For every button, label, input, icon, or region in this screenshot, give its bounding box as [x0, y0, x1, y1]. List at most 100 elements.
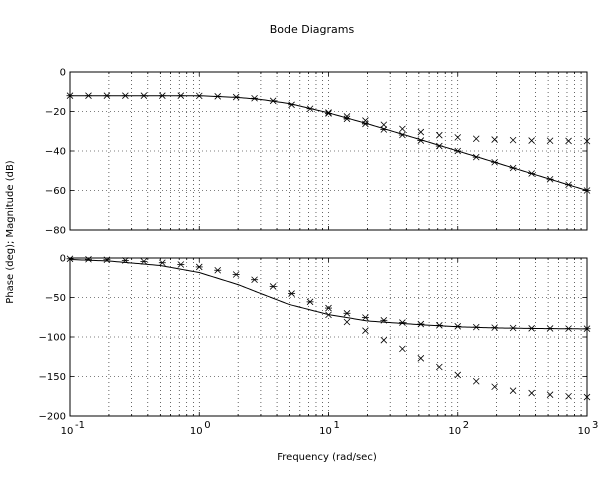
- phase-star-marker: [546, 325, 554, 332]
- magnitude-star-marker: [491, 158, 499, 166]
- phase-ytick-label: −100: [39, 333, 66, 344]
- magnitude-x-marker: [343, 113, 351, 120]
- phase-star-marker: [343, 310, 351, 317]
- magnitude-star-marker: [288, 101, 296, 109]
- magnitude-x-marker: [454, 134, 462, 141]
- magnitude-x-marker: [399, 125, 406, 133]
- x-tick-exponent: 0: [204, 420, 210, 431]
- x-tick-label: 10: [448, 426, 461, 437]
- phase-star-marker: [214, 266, 222, 274]
- magnitude-star-marker: [546, 175, 554, 183]
- phase-star-marker: [325, 304, 332, 312]
- phase-star-marker: [288, 290, 296, 297]
- phase-star-marker: [509, 324, 517, 332]
- magnitude-star-marker: [214, 93, 222, 100]
- magnitude-star-marker: [195, 92, 203, 100]
- magnitude-x-marker: [509, 136, 517, 144]
- magnitude-ytick-label: −20: [45, 107, 66, 118]
- phase-x-marker: [472, 377, 480, 385]
- phase-x-marker: [528, 389, 535, 397]
- phase-ytick-label: −200: [39, 412, 66, 423]
- phase-star-marker: [251, 276, 259, 284]
- magnitude-ytick-label: −40: [45, 147, 66, 158]
- magnitude-star-marker: [583, 187, 591, 194]
- magnitude-x-marker: [436, 131, 443, 139]
- phase-star-marker: [232, 271, 240, 278]
- phase-star-marker: [454, 323, 462, 330]
- magnitude-star-marker: [121, 92, 129, 99]
- x-tick-exponent: 3: [592, 420, 598, 431]
- magnitude-star-marker: [177, 92, 185, 99]
- phase-x-marker: [362, 327, 369, 334]
- magnitude-x-marker: [325, 109, 332, 116]
- magnitude-subplot: 0 −20 −40 −60 −80: [45, 68, 591, 237]
- magnitude-star-marker: [361, 120, 369, 128]
- magnitude-star-marker: [472, 153, 480, 161]
- phase-star-marker: [472, 323, 480, 331]
- phase-star-marker: [528, 325, 536, 332]
- chart-title: Bode Diagrams: [270, 23, 355, 36]
- phase-star-marker: [583, 325, 591, 332]
- magnitude-star-marker: [528, 170, 536, 177]
- phase-star-marker: [417, 320, 425, 328]
- phase-x-marker: [454, 371, 462, 379]
- phase-x-marker: [565, 392, 572, 400]
- phase-x-marker: [546, 391, 554, 398]
- magnitude-ytick-label: −80: [45, 226, 66, 237]
- magnitude-x-marker: [472, 135, 480, 143]
- magnitude-ytick-label: −60: [45, 186, 66, 197]
- phase-x-marker: [417, 355, 425, 362]
- phase-x-marker: [491, 383, 498, 391]
- x-tick-exponent: -1: [75, 420, 85, 431]
- x-tick-exponent: 1: [334, 420, 340, 431]
- phase-star-marker: [158, 259, 166, 267]
- phase-x-marker: [325, 311, 332, 319]
- magnitude-x-marker: [583, 137, 591, 145]
- phase-x-marker: [509, 387, 517, 395]
- x-tick-exponent: 2: [463, 420, 469, 431]
- phase-star-marker: [269, 283, 277, 290]
- phase-grid: [70, 258, 587, 416]
- magnitude-star-marker: [454, 147, 462, 155]
- phase-x-marker: [343, 318, 351, 326]
- phase-star-marker: [195, 263, 203, 271]
- phase-ytick-label: −50: [45, 293, 66, 304]
- magnitude-ytick-label: 0: [60, 68, 66, 79]
- magnitude-star-marker: [398, 131, 406, 139]
- magnitude-star-marker: [84, 92, 92, 99]
- magnitude-star-marker: [380, 126, 388, 133]
- phase-x-marker: [380, 336, 388, 344]
- x-tick-label: 10: [578, 426, 591, 437]
- magnitude-star-marker: [565, 181, 573, 189]
- magnitude-star-marker: [66, 92, 74, 99]
- magnitude-x-marker: [491, 136, 498, 143]
- magnitude-x-marker: [565, 137, 572, 145]
- magnitude-star-marker: [251, 94, 259, 102]
- x-tick-label: 10: [61, 426, 74, 437]
- x-tick-label: 10: [190, 426, 203, 437]
- magnitude-x-marker: [528, 137, 535, 144]
- phase-star-marker: [306, 298, 314, 306]
- magnitude-x-marker: [362, 117, 369, 124]
- phase-star-marker: [103, 256, 111, 264]
- phase-star-marker: [177, 261, 185, 268]
- phase-star-marker: [398, 319, 406, 326]
- phase-star-marker: [84, 255, 92, 263]
- phase-star-marker: [491, 324, 499, 331]
- magnitude-star-marker: [306, 105, 314, 113]
- phase-star-marker: [140, 258, 148, 265]
- magnitude-x-marker: [380, 121, 388, 129]
- magnitude-star-marker: [417, 137, 425, 144]
- phase-ytick-label: 0: [60, 254, 66, 265]
- magnitude-star-marker: [232, 93, 240, 101]
- phase-star-marker: [66, 255, 74, 263]
- magnitude-x-marker: [546, 137, 554, 145]
- phase-x-marker: [583, 393, 591, 401]
- phase-ytick-label: −150: [39, 372, 66, 383]
- x-tick-label: 10: [319, 426, 332, 437]
- magnitude-star-marker: [103, 92, 111, 99]
- magnitude-star-marker: [140, 92, 148, 99]
- magnitude-star-marker: [509, 164, 517, 172]
